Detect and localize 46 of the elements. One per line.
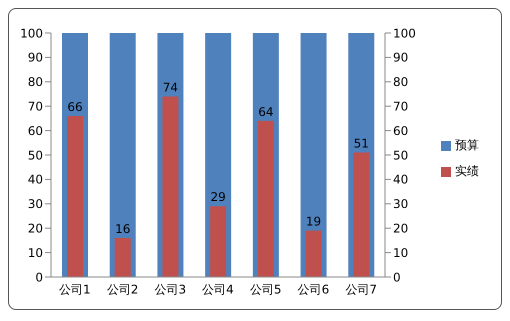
data-label: 51 xyxy=(354,136,369,151)
y-tick-label: 40 xyxy=(28,172,43,187)
bar xyxy=(306,230,322,277)
y-tick-label: 70 xyxy=(28,99,43,114)
y-tick-label: 60 xyxy=(28,124,43,138)
bar xyxy=(162,96,178,277)
bar xyxy=(258,120,274,277)
data-label: 29 xyxy=(210,190,226,204)
data-label: 66 xyxy=(67,100,83,114)
y2-tick-label: 100 xyxy=(393,26,416,40)
bar xyxy=(110,33,136,277)
y2-tick-label: 80 xyxy=(393,75,408,90)
y2-tick-label: 50 xyxy=(393,148,408,162)
x-tick-label: 公司2 xyxy=(106,282,138,297)
x-tick-label: 公司3 xyxy=(154,282,186,297)
legend-label: 实绩 xyxy=(455,164,479,178)
x-tick-label: 公司5 xyxy=(250,282,282,297)
y-tick-label: 30 xyxy=(28,197,43,212)
data-label: 16 xyxy=(115,222,130,236)
y2-tick-label: 70 xyxy=(393,99,408,114)
bar xyxy=(210,206,226,277)
legend-label: 预算 xyxy=(455,138,479,152)
y2-tick-label: 90 xyxy=(393,50,408,65)
y-tick-label: 10 xyxy=(28,246,43,260)
bar xyxy=(67,116,83,277)
y2-tick-label: 10 xyxy=(393,246,408,260)
data-label: 19 xyxy=(306,214,322,229)
y-tick-label: 90 xyxy=(28,50,43,65)
y-tick-label: 100 xyxy=(20,26,43,40)
y-tick-label: 50 xyxy=(28,148,43,162)
bar xyxy=(114,238,131,277)
data-label: 74 xyxy=(162,80,178,94)
y-tick-label: 20 xyxy=(28,221,43,236)
data-label: 64 xyxy=(258,104,274,119)
x-tick-label: 公司7 xyxy=(345,282,377,297)
y-tick-label: 0 xyxy=(35,270,43,284)
bar xyxy=(353,152,370,277)
x-tick-label: 公司1 xyxy=(59,282,91,297)
x-tick-label: 公司6 xyxy=(298,282,330,297)
y2-tick-label: 40 xyxy=(393,172,408,187)
y2-tick-label: 30 xyxy=(393,197,408,212)
y2-tick-label: 20 xyxy=(393,221,408,236)
x-tick-label: 公司4 xyxy=(202,282,234,297)
y2-tick-label: 0 xyxy=(393,270,401,284)
y-tick-label: 80 xyxy=(28,75,43,90)
y2-tick-label: 60 xyxy=(393,124,408,138)
